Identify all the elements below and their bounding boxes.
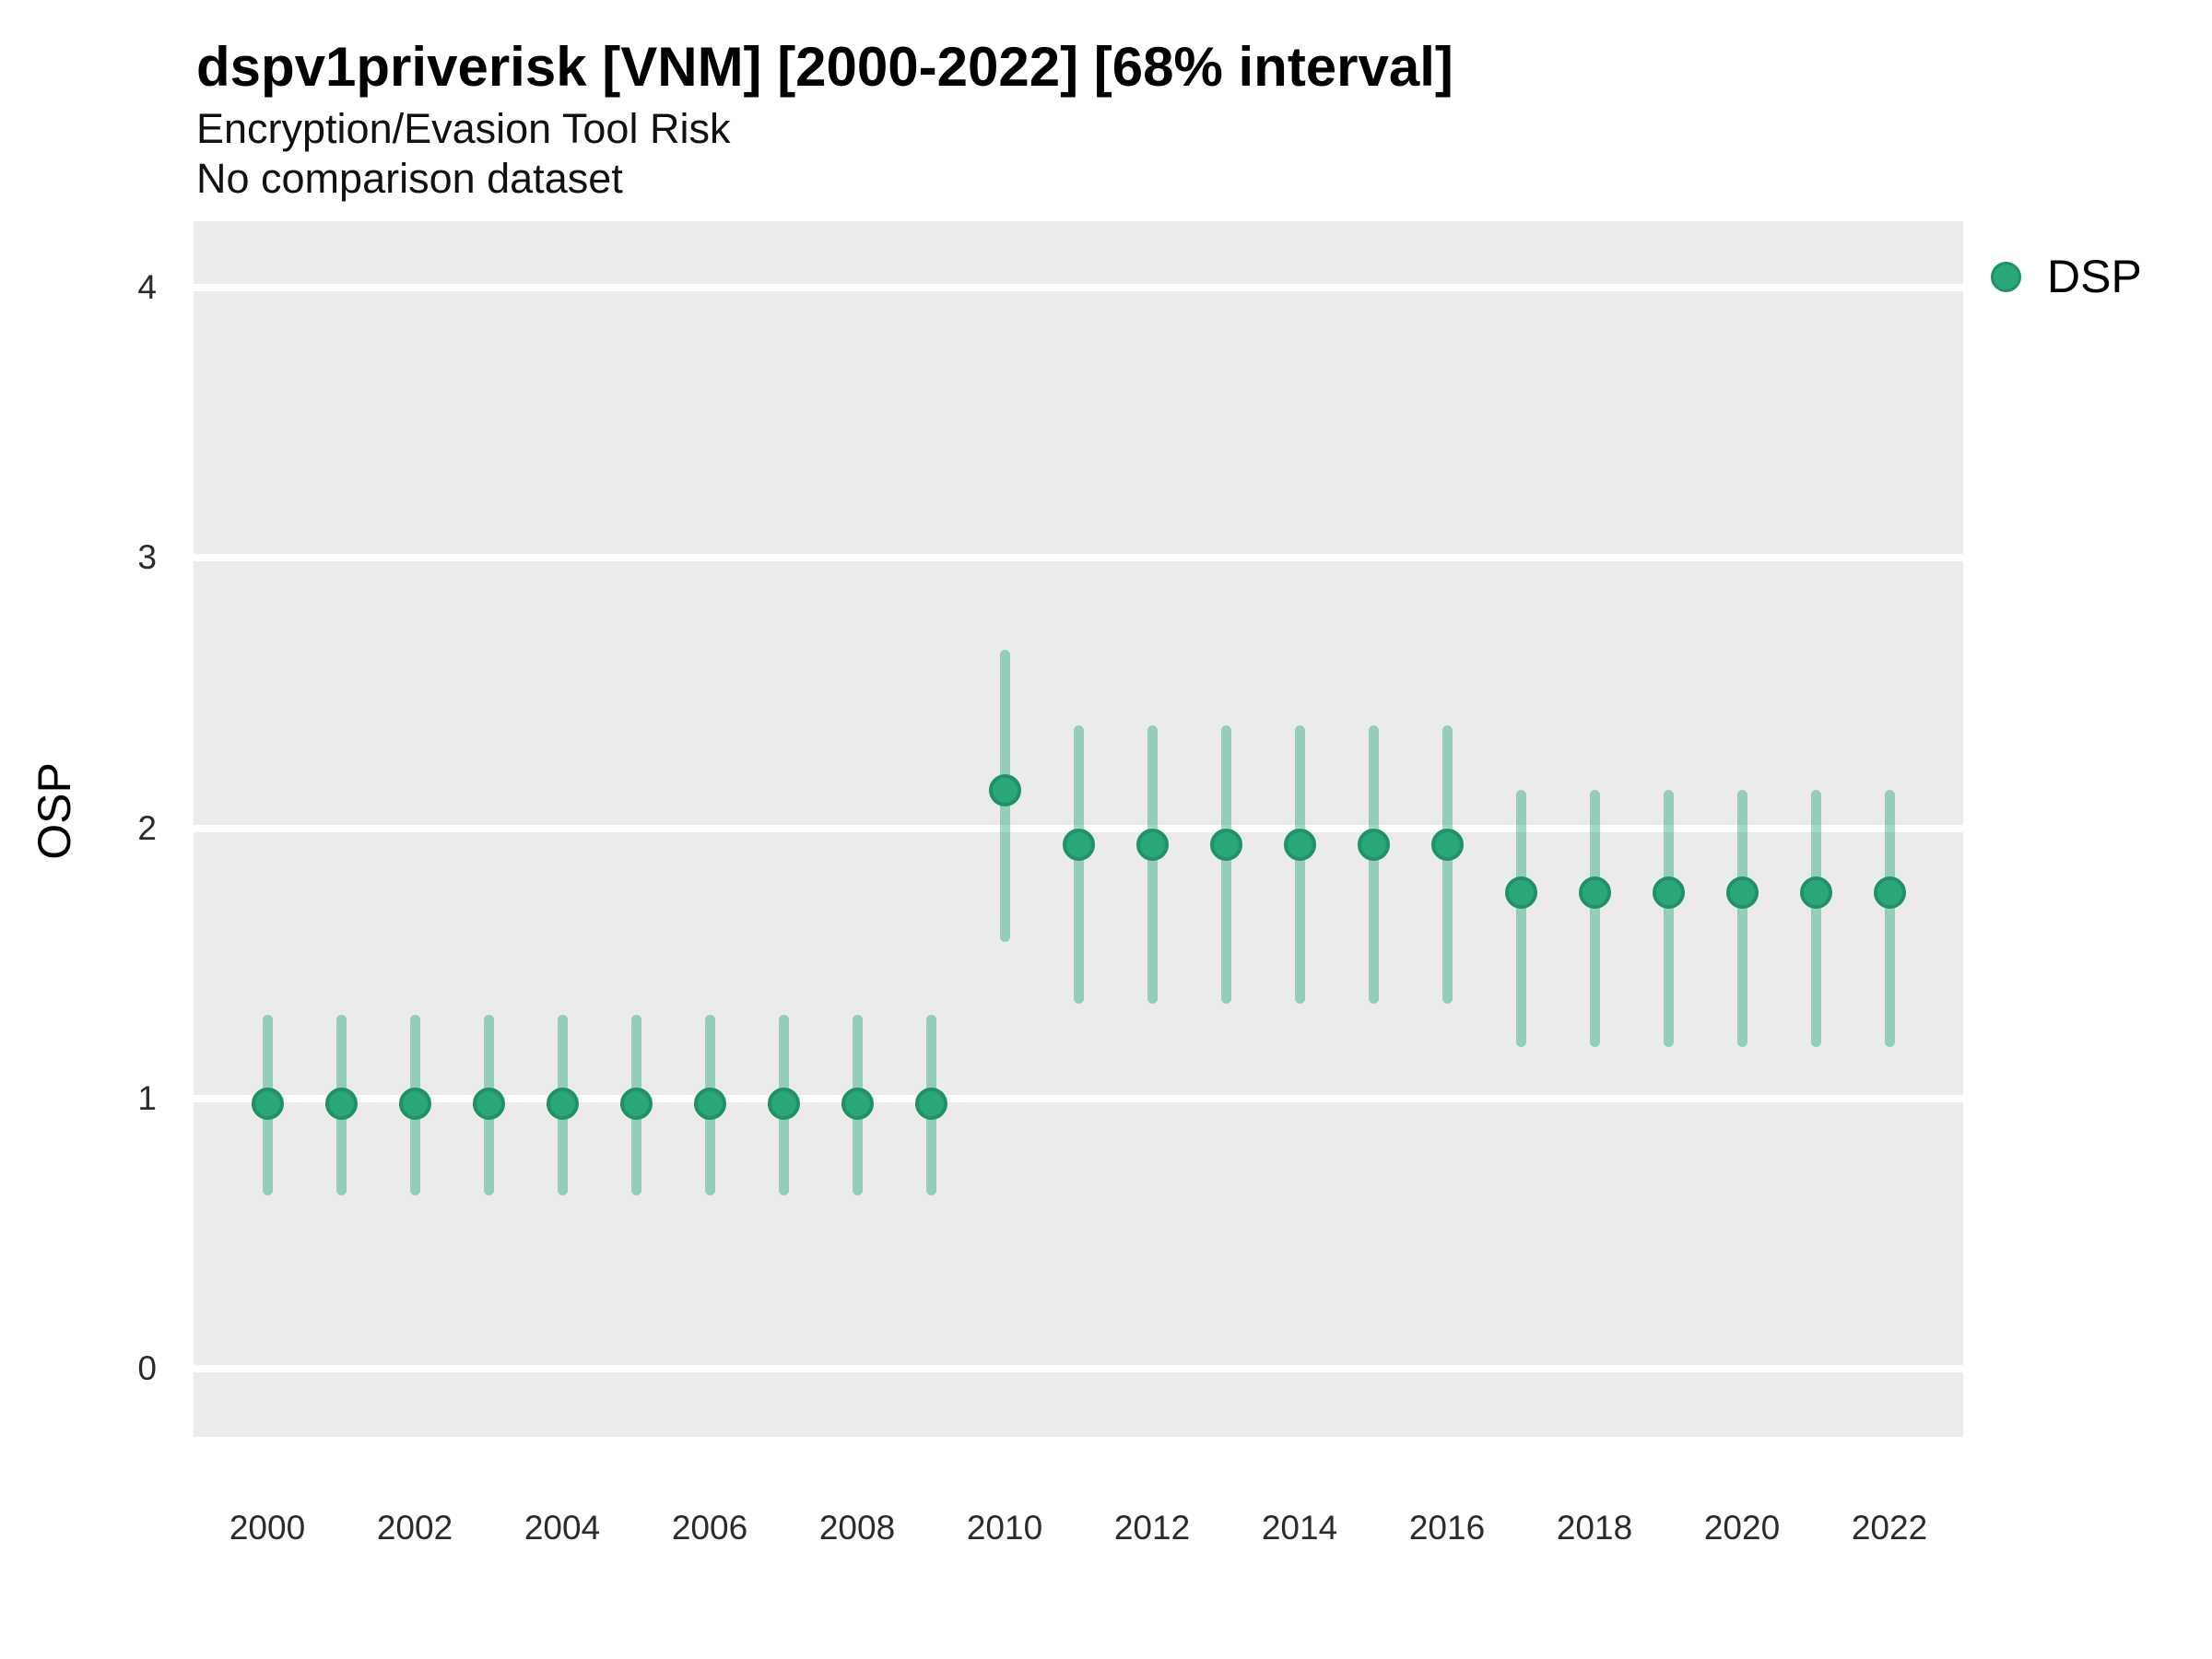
legend-point-icon [1991,261,2021,292]
data-point-2019 [1652,877,1685,910]
interval-bar-2020 [1736,790,1747,1048]
data-point-2021 [1799,877,1832,910]
x-tick-label: 2002 [376,1509,453,1547]
gridline-y-2 [194,824,1963,832]
x-tick-label: 2008 [818,1509,896,1547]
y-tick-label: 3 [137,538,157,577]
data-point-2004 [546,1088,579,1121]
interval-bar-2013 [1220,725,1231,1005]
y-tick-label: 0 [137,1349,157,1387]
x-tick-label: 2004 [524,1509,601,1547]
data-point-2011 [1062,828,1095,861]
chart-note: No comparison dataset [196,155,623,202]
interval-bar-2017 [1515,790,1526,1048]
interval-bar-2022 [1884,790,1895,1048]
gridline-y-1 [194,1094,1963,1102]
x-tick-label: 2006 [671,1509,748,1547]
interval-bar-2016 [1441,725,1453,1005]
data-point-2007 [767,1088,800,1121]
gridline-y-0 [194,1365,1963,1372]
data-point-2017 [1504,877,1537,910]
data-point-2014 [1283,828,1316,861]
data-point-2002 [398,1088,431,1121]
data-point-2018 [1578,877,1611,910]
x-tick-label: 2014 [1261,1509,1338,1547]
data-point-2003 [472,1088,505,1121]
data-point-2013 [1209,828,1242,861]
x-tick-label: 2022 [1851,1509,1928,1547]
interval-bar-2021 [1810,790,1821,1048]
plot-panel [194,221,1963,1437]
data-point-2010 [988,773,1021,806]
x-tick-label: 2012 [1113,1509,1191,1547]
data-point-2006 [693,1088,726,1121]
legend: DSP [1991,249,2142,304]
gridline-y-4 [194,284,1963,291]
interval-bar-2012 [1147,725,1158,1005]
chart-subtitle: Encryption/Evasion Tool Risk [196,105,731,152]
data-point-2008 [841,1088,874,1121]
data-point-2005 [619,1088,653,1121]
interval-bar-2015 [1368,725,1379,1005]
legend-label: DSP [2047,251,2142,302]
data-point-2022 [1873,877,1906,910]
data-point-2012 [1135,828,1169,861]
data-point-2015 [1357,828,1390,861]
chart-title: dspv1priverisk [VNM] [2000-2022] [68% in… [196,36,1453,98]
x-tick-label: 2020 [1703,1509,1781,1547]
interval-bar-2011 [1073,725,1084,1005]
x-tick-label: 2018 [1556,1509,1633,1547]
x-tick-label: 2016 [1408,1509,1486,1547]
interval-bar-2018 [1589,790,1600,1048]
data-point-2001 [324,1088,358,1121]
interval-bar-2014 [1294,725,1305,1005]
x-tick-label: 2000 [229,1509,306,1547]
gridline-y-3 [194,554,1963,562]
interval-bar-2019 [1663,790,1674,1048]
y-tick-label: 4 [137,268,157,306]
data-point-2020 [1725,877,1759,910]
y-tick-label: 1 [137,1078,157,1117]
data-point-2009 [914,1088,947,1121]
y-tick-label: 2 [137,808,157,847]
x-tick-label: 2010 [966,1509,1043,1547]
data-point-2016 [1430,828,1464,861]
data-point-2000 [251,1088,284,1121]
